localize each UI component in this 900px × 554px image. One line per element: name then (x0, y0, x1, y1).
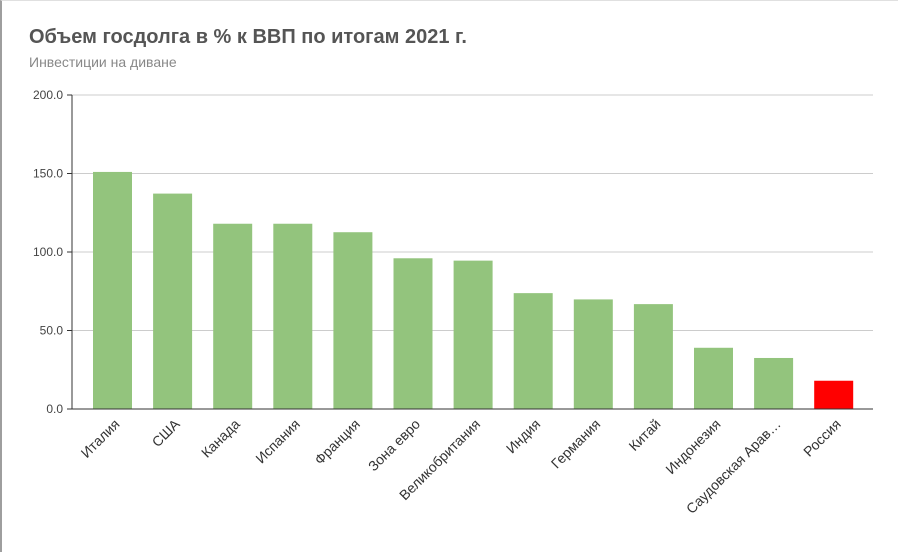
bar (333, 232, 373, 409)
x-tick-label: США (149, 415, 184, 450)
bar (393, 258, 433, 409)
y-tick-label: 100.0 (33, 245, 63, 259)
x-tick-label: Испания (252, 416, 303, 467)
x-tick-label: Германия (548, 416, 604, 472)
bar (694, 347, 733, 409)
y-tick-label: 150.0 (33, 167, 63, 181)
x-tick-label: Индонезия (662, 416, 723, 477)
bar (814, 380, 854, 409)
chart-title: Объем госдолга в % к ВВП по итогам 2021 … (29, 26, 467, 48)
chart-subtitle: Инвестиции на диване (29, 54, 177, 70)
bars (93, 171, 854, 409)
x-tick-label: Канада (198, 416, 243, 461)
x-tick-label: Россия (800, 416, 844, 460)
bar (573, 299, 613, 409)
bar (633, 304, 673, 409)
bar (93, 171, 132, 409)
x-axis-labels: Италия США Канада Испания Франция Зона евроВе… (78, 415, 844, 516)
bar (453, 260, 493, 409)
y-axis-ticks: 0.0 50.0 100.0 150.0 200.0 (33, 88, 73, 416)
x-tick-label: Китай (625, 416, 663, 454)
y-tick-label: 0.0 (46, 402, 63, 416)
x-tick-label: Зона евро (365, 416, 423, 474)
y-tick-label: 200.0 (33, 88, 63, 102)
bar (754, 357, 794, 409)
bar (273, 223, 313, 409)
bar (153, 193, 193, 409)
x-tick-label: Франция (311, 416, 363, 468)
x-tick-label: Италия (78, 416, 123, 461)
bar (513, 293, 553, 409)
gridlines (72, 94, 873, 331)
y-tick-label: 50.0 (40, 324, 64, 338)
x-tick-label: Индия (503, 416, 544, 457)
bar (213, 223, 253, 409)
